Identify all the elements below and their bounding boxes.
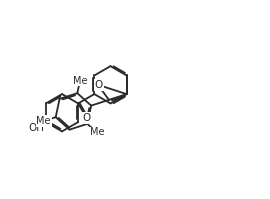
Text: Me: Me <box>73 76 87 86</box>
Text: O: O <box>95 80 103 90</box>
Text: O: O <box>82 113 91 123</box>
Text: Me: Me <box>90 127 104 137</box>
Text: Me: Me <box>36 116 51 126</box>
Text: OH: OH <box>28 123 44 133</box>
